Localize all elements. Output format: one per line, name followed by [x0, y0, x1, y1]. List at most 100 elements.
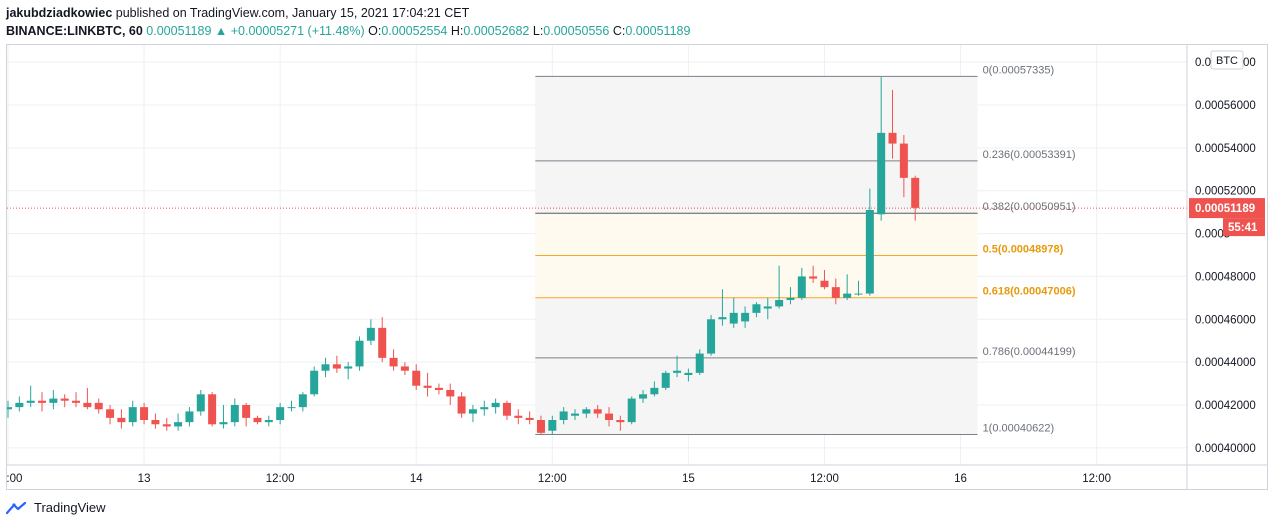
candles	[4, 77, 920, 435]
candle-body	[605, 413, 614, 420]
candle-body	[264, 420, 273, 423]
symbol-label: BINANCE:LINKBTC, 60	[6, 24, 143, 38]
candle-body	[548, 420, 557, 431]
x-tick-label: 14	[410, 473, 423, 485]
candle-body	[775, 300, 784, 307]
x-tick-label: 12:00	[7, 473, 22, 485]
candle-body	[718, 317, 727, 320]
candle-body	[4, 407, 12, 410]
candle-body	[741, 312, 750, 322]
currency-badge	[1210, 50, 1244, 70]
fib-level-label: 0.786(0.00044199)	[983, 346, 1076, 358]
fib-level-label: 0(0.00057335)	[983, 64, 1055, 76]
candle-body	[582, 409, 591, 414]
close-label: C:	[609, 24, 626, 38]
candle-body	[514, 415, 523, 418]
x-tick-label: 16	[954, 473, 967, 485]
x-tick-label: 13	[138, 473, 151, 485]
candle-body	[661, 372, 670, 388]
x-tick-label: 12:00	[810, 473, 839, 485]
candle-body	[400, 366, 409, 371]
candle-body	[423, 385, 432, 388]
candle-body	[38, 400, 47, 403]
candle-body	[276, 407, 285, 420]
chart-area[interactable]: 0(0.00057335) 0.236(0.00053391) 0.382(0.00…	[0, 44, 1268, 490]
countdown-tag	[1223, 218, 1265, 237]
candle-body	[287, 407, 296, 409]
candle-body	[60, 398, 69, 401]
candle-body	[378, 327, 387, 358]
y-tick-label: 0.00052000	[1195, 186, 1256, 198]
candle-body	[502, 402, 511, 416]
candle-body	[117, 417, 126, 423]
y-tick-label: 0.0005	[1195, 229, 1230, 241]
open-value: 0.00052554	[381, 24, 448, 38]
candle-body	[468, 409, 477, 414]
x-tick-label: 15	[682, 473, 695, 485]
candle-body	[162, 424, 171, 427]
candlestick-chart[interactable]: 0(0.00057335) 0.236(0.00053391) 0.382(0.00…	[0, 45, 1267, 489]
y-tick-label: 0.00054000	[1195, 143, 1256, 155]
ohlc-line: BINANCE:LINKBTC, 60 0.00051189 ▲ +0.0000…	[6, 22, 690, 40]
candle-body	[434, 387, 443, 390]
candle-body	[571, 413, 579, 416]
footer-brand[interactable]: TradingView	[34, 500, 106, 515]
candle-body	[230, 405, 239, 423]
open-label: O:	[368, 24, 382, 38]
x-tick-label: 12:00	[266, 473, 295, 485]
high-label: H:	[447, 24, 464, 38]
candle-body	[673, 370, 682, 373]
candle-body	[15, 402, 24, 408]
candle-body	[911, 177, 920, 208]
currency-label: BTC	[1216, 55, 1238, 67]
candle-body	[446, 390, 455, 397]
publish-info: published on TradingView.com, January 15…	[112, 6, 470, 20]
candle-body	[72, 400, 81, 403]
candle-body	[809, 276, 818, 279]
y-tick-label: 0.00042000	[1195, 400, 1256, 412]
candle-body	[151, 420, 160, 425]
candle-body	[196, 394, 205, 412]
candle-body	[684, 372, 693, 375]
candle-body	[344, 366, 353, 369]
high-value: 0.00052682	[463, 24, 530, 38]
candle-body	[242, 405, 251, 418]
candle-body	[843, 293, 852, 298]
author-name[interactable]: jakubdziadkowiec	[6, 6, 113, 20]
candle-body	[820, 280, 829, 288]
candle-body	[208, 394, 217, 425]
candle-body	[332, 364, 341, 369]
fib-level-label: 0.236(0.00053391)	[983, 149, 1076, 161]
candle-body	[49, 398, 58, 403]
candle-body	[219, 422, 228, 425]
candle-body	[559, 411, 568, 420]
footer: TradingView	[6, 500, 106, 515]
candle-body	[639, 394, 648, 399]
candle-body	[797, 276, 806, 298]
candle-body	[310, 370, 319, 395]
candle-body	[298, 394, 307, 408]
y-tick-label: 0.00048000	[1195, 271, 1256, 283]
candle-body	[480, 407, 489, 410]
tradingview-logo-icon[interactable]	[6, 501, 28, 515]
low-label: L:	[529, 24, 544, 38]
candle-body	[650, 387, 659, 395]
fibonacci-retracement: 0(0.00057335) 0.236(0.00053391) 0.382(0.00…	[7, 64, 1187, 436]
candle-body	[627, 398, 636, 423]
fib-level-label: 0.382(0.00050951)	[983, 201, 1076, 213]
fib-level-label: 1(0.00040622)	[983, 423, 1055, 435]
candle-body	[525, 417, 534, 420]
candle-body	[140, 407, 149, 420]
candle-body	[185, 411, 194, 423]
x-tick-label: 12:00	[1082, 473, 1111, 485]
publish-line: jakubdziadkowiec published on TradingVie…	[6, 4, 690, 22]
price-change: +0.00005271 (+11.48%)	[227, 24, 369, 38]
candle-body	[707, 319, 716, 354]
candle-body	[26, 400, 35, 403]
candle-body	[389, 357, 398, 367]
candle-body	[174, 422, 183, 427]
candle-body	[752, 304, 761, 313]
candle-body	[366, 327, 375, 341]
fib-level-label: 0.5(0.00048978)	[983, 243, 1064, 255]
fib-level-label: 0.618(0.00047006)	[983, 286, 1076, 298]
